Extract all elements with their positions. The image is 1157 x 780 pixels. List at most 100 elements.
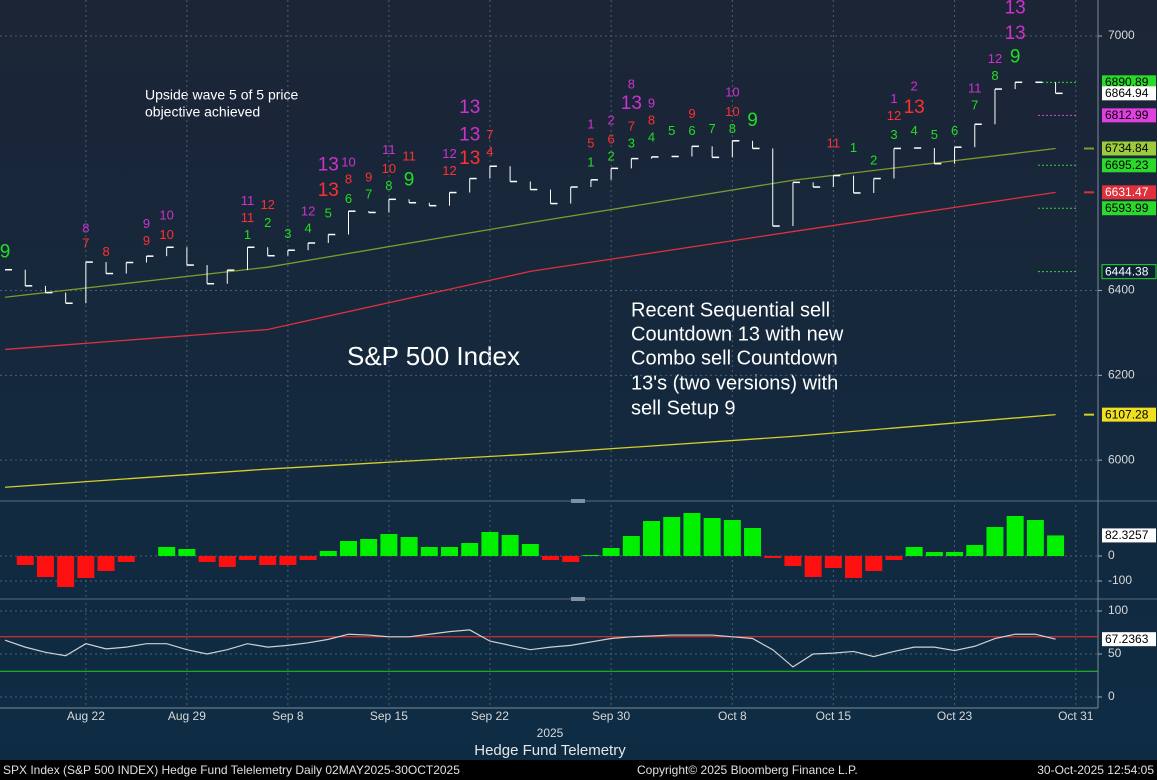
histogram-bar xyxy=(663,517,681,556)
setup-count: 9 xyxy=(688,106,695,121)
y-tick-label: 0 xyxy=(1108,689,1115,703)
setup-count: 5 xyxy=(931,127,938,142)
histogram-bar xyxy=(744,528,762,556)
footer-right: 30-Oct-2025 12:54:05 xyxy=(1037,763,1154,777)
histogram-bar xyxy=(946,552,964,556)
setup-count: 5 xyxy=(587,136,594,151)
histogram-bar xyxy=(380,534,398,556)
y-tick-label: 50 xyxy=(1108,646,1122,660)
ma-value-label: 6107.28 xyxy=(1105,407,1149,421)
histogram-bar xyxy=(1026,520,1044,556)
setup-count: 6 xyxy=(688,123,695,138)
moving-average xyxy=(4,147,1056,298)
setup-count: 3 xyxy=(628,136,635,151)
setup-count: 12 xyxy=(260,197,274,212)
x-year-label: 2025 xyxy=(537,726,564,740)
x-tick-label: Oct 31 xyxy=(1058,709,1094,723)
ma-value-label: 6734.84 xyxy=(1105,141,1149,155)
histogram-bar xyxy=(885,556,903,560)
setup-count: 13 xyxy=(459,148,480,169)
setup-count: 9 xyxy=(1010,46,1021,67)
objective-note: objective achieved xyxy=(145,104,260,120)
x-tick-label: Oct 8 xyxy=(718,709,747,723)
histogram-bar xyxy=(865,556,883,571)
level-label: 6695.23 xyxy=(1105,158,1149,172)
indicator-line xyxy=(4,629,1056,668)
level-label: 6890.89 xyxy=(1105,75,1149,89)
histogram-bar xyxy=(299,556,317,560)
level-label: 6444.38 xyxy=(1105,264,1149,278)
histogram-bar xyxy=(36,556,54,577)
setup-count: 8 xyxy=(82,220,89,235)
setup-count: 10 xyxy=(159,208,173,223)
level-label: 6812.99 xyxy=(1105,108,1149,122)
histogram-bar xyxy=(966,545,984,556)
setup-count: 1 xyxy=(587,155,594,170)
level-label-box xyxy=(1102,75,1156,90)
setup-count: 2 xyxy=(264,215,271,230)
y-tick-label: 6400 xyxy=(1108,283,1135,297)
histogram-bar xyxy=(158,547,176,556)
setup-count: 2 xyxy=(870,153,877,168)
histogram-bar xyxy=(16,556,34,565)
ma-value-label-box xyxy=(1102,407,1156,422)
setup-count: 2 xyxy=(608,112,615,127)
setup-count: 11 xyxy=(382,142,396,157)
setup-count: 12 xyxy=(442,163,456,178)
level-label-box xyxy=(1102,158,1156,173)
histogram-bar xyxy=(986,527,1004,556)
annotation: sell Setup 9 xyxy=(631,397,736,419)
setup-count: 2 xyxy=(608,148,615,163)
setup-count: 1 xyxy=(890,91,897,106)
setup-count: 10 xyxy=(341,155,355,170)
setup-count: 12 xyxy=(988,51,1002,66)
histogram-bar xyxy=(622,536,640,556)
setup-count: 5 xyxy=(325,206,332,221)
setup-count: 8 xyxy=(991,68,998,83)
level-label-box xyxy=(1102,108,1156,123)
histogram-bar xyxy=(925,552,943,556)
objective-note: Upside wave 5 of 5 price xyxy=(145,87,299,103)
x-tick-label: Aug 22 xyxy=(67,709,105,723)
setup-count: 3 xyxy=(890,127,897,142)
footer-center: Copyright© 2025 Bloomberg Finance L.P. xyxy=(637,763,858,777)
y-tick-label: 6200 xyxy=(1108,367,1135,381)
last-price-label-box xyxy=(1102,86,1156,101)
setup-count: 4 xyxy=(648,129,655,144)
setup-count: 11 xyxy=(241,210,255,225)
setup-count: 3 xyxy=(284,226,291,241)
histogram-bar xyxy=(804,556,822,577)
histogram-bar xyxy=(400,537,418,556)
setup-count: 9 xyxy=(404,169,415,190)
histogram-bar xyxy=(683,513,701,556)
histogram-bar xyxy=(218,556,236,567)
setup-count: 9 xyxy=(0,241,10,262)
setup-count: 13 xyxy=(1005,0,1026,18)
setup-count: 13 xyxy=(459,97,480,118)
x-tick-label: Sep 15 xyxy=(370,709,408,723)
ma-value-label-box xyxy=(1102,185,1156,200)
histogram-bar xyxy=(602,548,620,556)
setup-count: 7 xyxy=(365,187,372,202)
last-value-label: 82.3257 xyxy=(1105,528,1149,542)
setup-count: 8 xyxy=(345,172,352,187)
y-tick-label: 100 xyxy=(1108,603,1128,617)
histogram-bar xyxy=(1006,516,1024,556)
annotation: 13's (two versions) with xyxy=(631,372,838,394)
setup-count: 13 xyxy=(318,154,339,175)
y-tick-label: 0 xyxy=(1108,548,1115,562)
last-value-label: 67.2363 xyxy=(1105,632,1149,646)
setup-count: 6 xyxy=(608,131,615,146)
footer-bar xyxy=(0,760,1157,780)
setup-count: 6 xyxy=(345,191,352,206)
histogram-bar xyxy=(905,547,923,556)
x-tick-label: Aug 29 xyxy=(168,709,206,723)
histogram-bar xyxy=(643,521,661,556)
histogram-bar xyxy=(1047,535,1065,556)
histogram-bar xyxy=(420,547,438,556)
background xyxy=(0,0,1157,760)
setup-count: 10 xyxy=(725,85,739,100)
histogram-bar xyxy=(279,556,297,565)
histogram-bar xyxy=(824,556,842,568)
